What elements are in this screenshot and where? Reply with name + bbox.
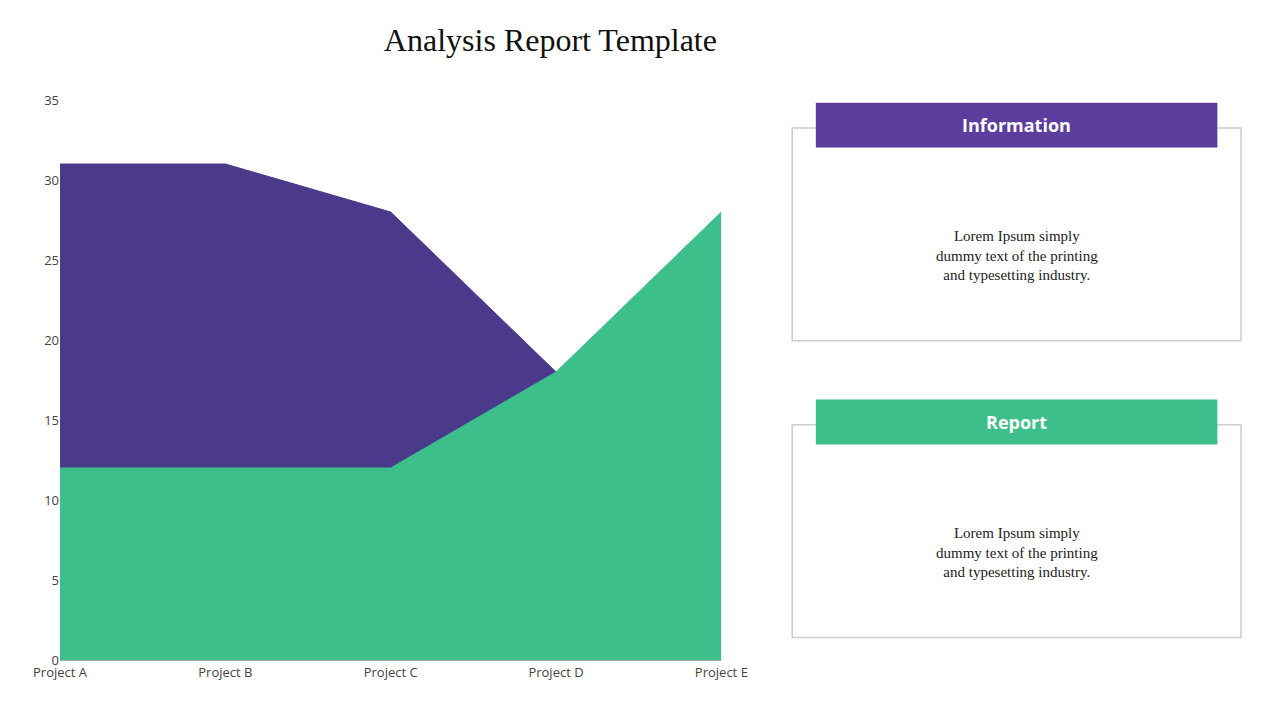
svg-text:Project E: Project E <box>695 663 748 681</box>
svg-text:Report: Report <box>986 410 1047 434</box>
svg-text:Information: Information <box>962 113 1071 137</box>
svg-text:5: 5 <box>52 571 59 589</box>
svg-text:Lorem Ipsum simplydummy text o: Lorem Ipsum simplydummy text of the prin… <box>936 228 1098 283</box>
svg-text:Analysis Report Template: Analysis Report Template <box>384 22 717 58</box>
svg-text:Project C: Project C <box>364 663 418 681</box>
svg-text:10: 10 <box>44 491 59 509</box>
svg-text:Project D: Project D <box>528 663 583 681</box>
svg-text:Project A: Project A <box>33 663 88 681</box>
svg-text:Lorem Ipsum simplydummy text o: Lorem Ipsum simplydummy text of the prin… <box>936 525 1098 580</box>
svg-text:Project B: Project B <box>198 663 252 681</box>
svg-text:0: 0 <box>52 651 59 669</box>
svg-text:35: 35 <box>44 91 59 109</box>
svg-text:15: 15 <box>44 411 59 429</box>
svg-text:30: 30 <box>44 171 59 189</box>
svg-text:20: 20 <box>44 331 59 349</box>
svg-text:25: 25 <box>44 251 59 269</box>
